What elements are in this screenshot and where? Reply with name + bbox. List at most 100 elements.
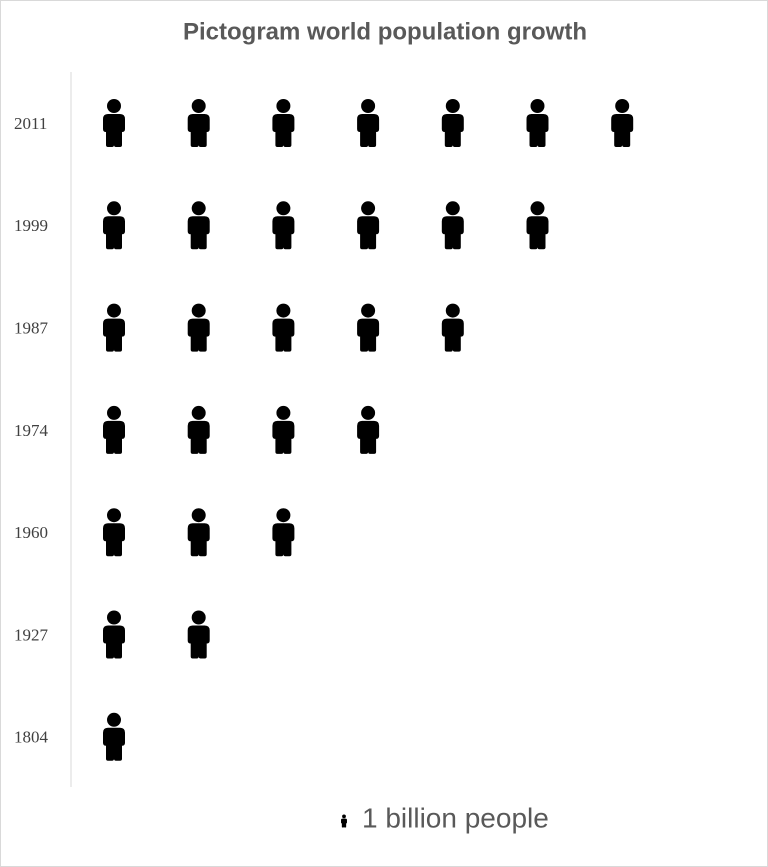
y-tick-label: 1804 bbox=[14, 728, 49, 747]
icon-head bbox=[276, 201, 291, 216]
icon-body bbox=[441, 114, 464, 147]
icon-body bbox=[272, 523, 295, 557]
icon-head bbox=[445, 201, 460, 216]
person-icon bbox=[187, 99, 210, 147]
icon-head bbox=[276, 508, 291, 523]
person-icon bbox=[187, 201, 210, 250]
icon-body bbox=[103, 727, 125, 761]
icon-head bbox=[107, 508, 121, 523]
person-icon bbox=[272, 99, 295, 147]
person-icon bbox=[187, 405, 210, 454]
y-tick-label: 1999 bbox=[14, 216, 48, 235]
icon-head bbox=[445, 99, 460, 113]
icon-body bbox=[187, 114, 210, 147]
icon-body bbox=[103, 318, 125, 352]
icon-body bbox=[357, 216, 380, 250]
icon-head bbox=[191, 99, 206, 113]
icon-body bbox=[187, 523, 210, 557]
icon-head bbox=[107, 201, 121, 216]
icon-body bbox=[187, 216, 210, 250]
person-icon bbox=[272, 201, 295, 250]
icon-body bbox=[103, 114, 125, 147]
icon-body bbox=[272, 216, 295, 250]
y-tick-label: 1987 bbox=[14, 319, 49, 338]
icon-row bbox=[103, 99, 634, 147]
icon-head bbox=[191, 201, 206, 216]
person-icon bbox=[103, 508, 125, 557]
icon-head bbox=[530, 99, 545, 113]
icon-row bbox=[103, 405, 380, 454]
person-icon bbox=[526, 99, 549, 147]
person-icon bbox=[103, 303, 125, 352]
icon-row bbox=[103, 610, 210, 659]
icon-head bbox=[342, 814, 346, 819]
icon-body bbox=[526, 114, 549, 147]
icon-body bbox=[103, 420, 125, 454]
icon-head bbox=[361, 303, 376, 318]
icon-head bbox=[361, 405, 376, 420]
legend-icon bbox=[341, 814, 347, 828]
icon-head bbox=[615, 99, 630, 113]
person-icon bbox=[526, 201, 549, 250]
icon-body bbox=[357, 114, 380, 147]
person-icon bbox=[441, 99, 464, 147]
icon-head bbox=[191, 303, 206, 318]
icon-row bbox=[103, 508, 295, 557]
person-icon bbox=[357, 405, 380, 454]
icon-head bbox=[530, 201, 545, 216]
icon-body bbox=[187, 420, 210, 454]
icon-head bbox=[191, 508, 206, 523]
person-icon bbox=[103, 405, 125, 454]
person-icon bbox=[103, 201, 125, 250]
icon-body bbox=[187, 625, 210, 659]
icon-body bbox=[441, 318, 464, 352]
icon-head bbox=[276, 99, 291, 113]
person-icon bbox=[357, 99, 380, 147]
icon-head bbox=[107, 610, 121, 625]
icon-body bbox=[103, 216, 125, 250]
person-icon bbox=[103, 712, 125, 761]
y-tick-label: 1960 bbox=[14, 523, 48, 542]
icon-head bbox=[107, 712, 121, 727]
person-icon bbox=[441, 303, 464, 352]
icon-head bbox=[361, 201, 376, 216]
icon-head bbox=[276, 303, 291, 318]
icon-body bbox=[272, 420, 295, 454]
icon-body bbox=[526, 216, 549, 250]
y-tick-label: 1974 bbox=[14, 421, 49, 440]
y-tick-label: 1927 bbox=[14, 625, 49, 644]
icon-head bbox=[107, 99, 121, 113]
person-icon bbox=[272, 508, 295, 557]
chart-title: Pictogram world population growth bbox=[183, 18, 587, 45]
person-icon bbox=[357, 201, 380, 250]
icon-body bbox=[272, 318, 295, 352]
icon-body bbox=[441, 216, 464, 250]
person-icon bbox=[103, 610, 125, 659]
icon-head bbox=[107, 303, 121, 318]
legend-label: 1 billion people bbox=[362, 802, 549, 833]
icon-head bbox=[361, 99, 376, 113]
person-icon bbox=[272, 303, 295, 352]
person-icon bbox=[187, 303, 210, 352]
person-icon bbox=[441, 201, 464, 250]
icon-body bbox=[341, 818, 347, 828]
icon-head bbox=[276, 405, 291, 420]
icon-body bbox=[103, 523, 125, 557]
icon-body bbox=[272, 114, 295, 147]
icon-body bbox=[103, 625, 125, 659]
person-icon bbox=[187, 508, 210, 557]
person-icon bbox=[272, 405, 295, 454]
icon-row bbox=[103, 201, 549, 250]
person-icon bbox=[103, 99, 125, 147]
icon-row bbox=[103, 303, 464, 352]
person-icon bbox=[357, 303, 380, 352]
icon-row bbox=[103, 712, 125, 761]
person-icon bbox=[611, 99, 634, 147]
icon-head bbox=[191, 405, 206, 420]
icon-body bbox=[357, 318, 380, 352]
icon-body bbox=[187, 318, 210, 352]
icon-head bbox=[445, 303, 460, 318]
